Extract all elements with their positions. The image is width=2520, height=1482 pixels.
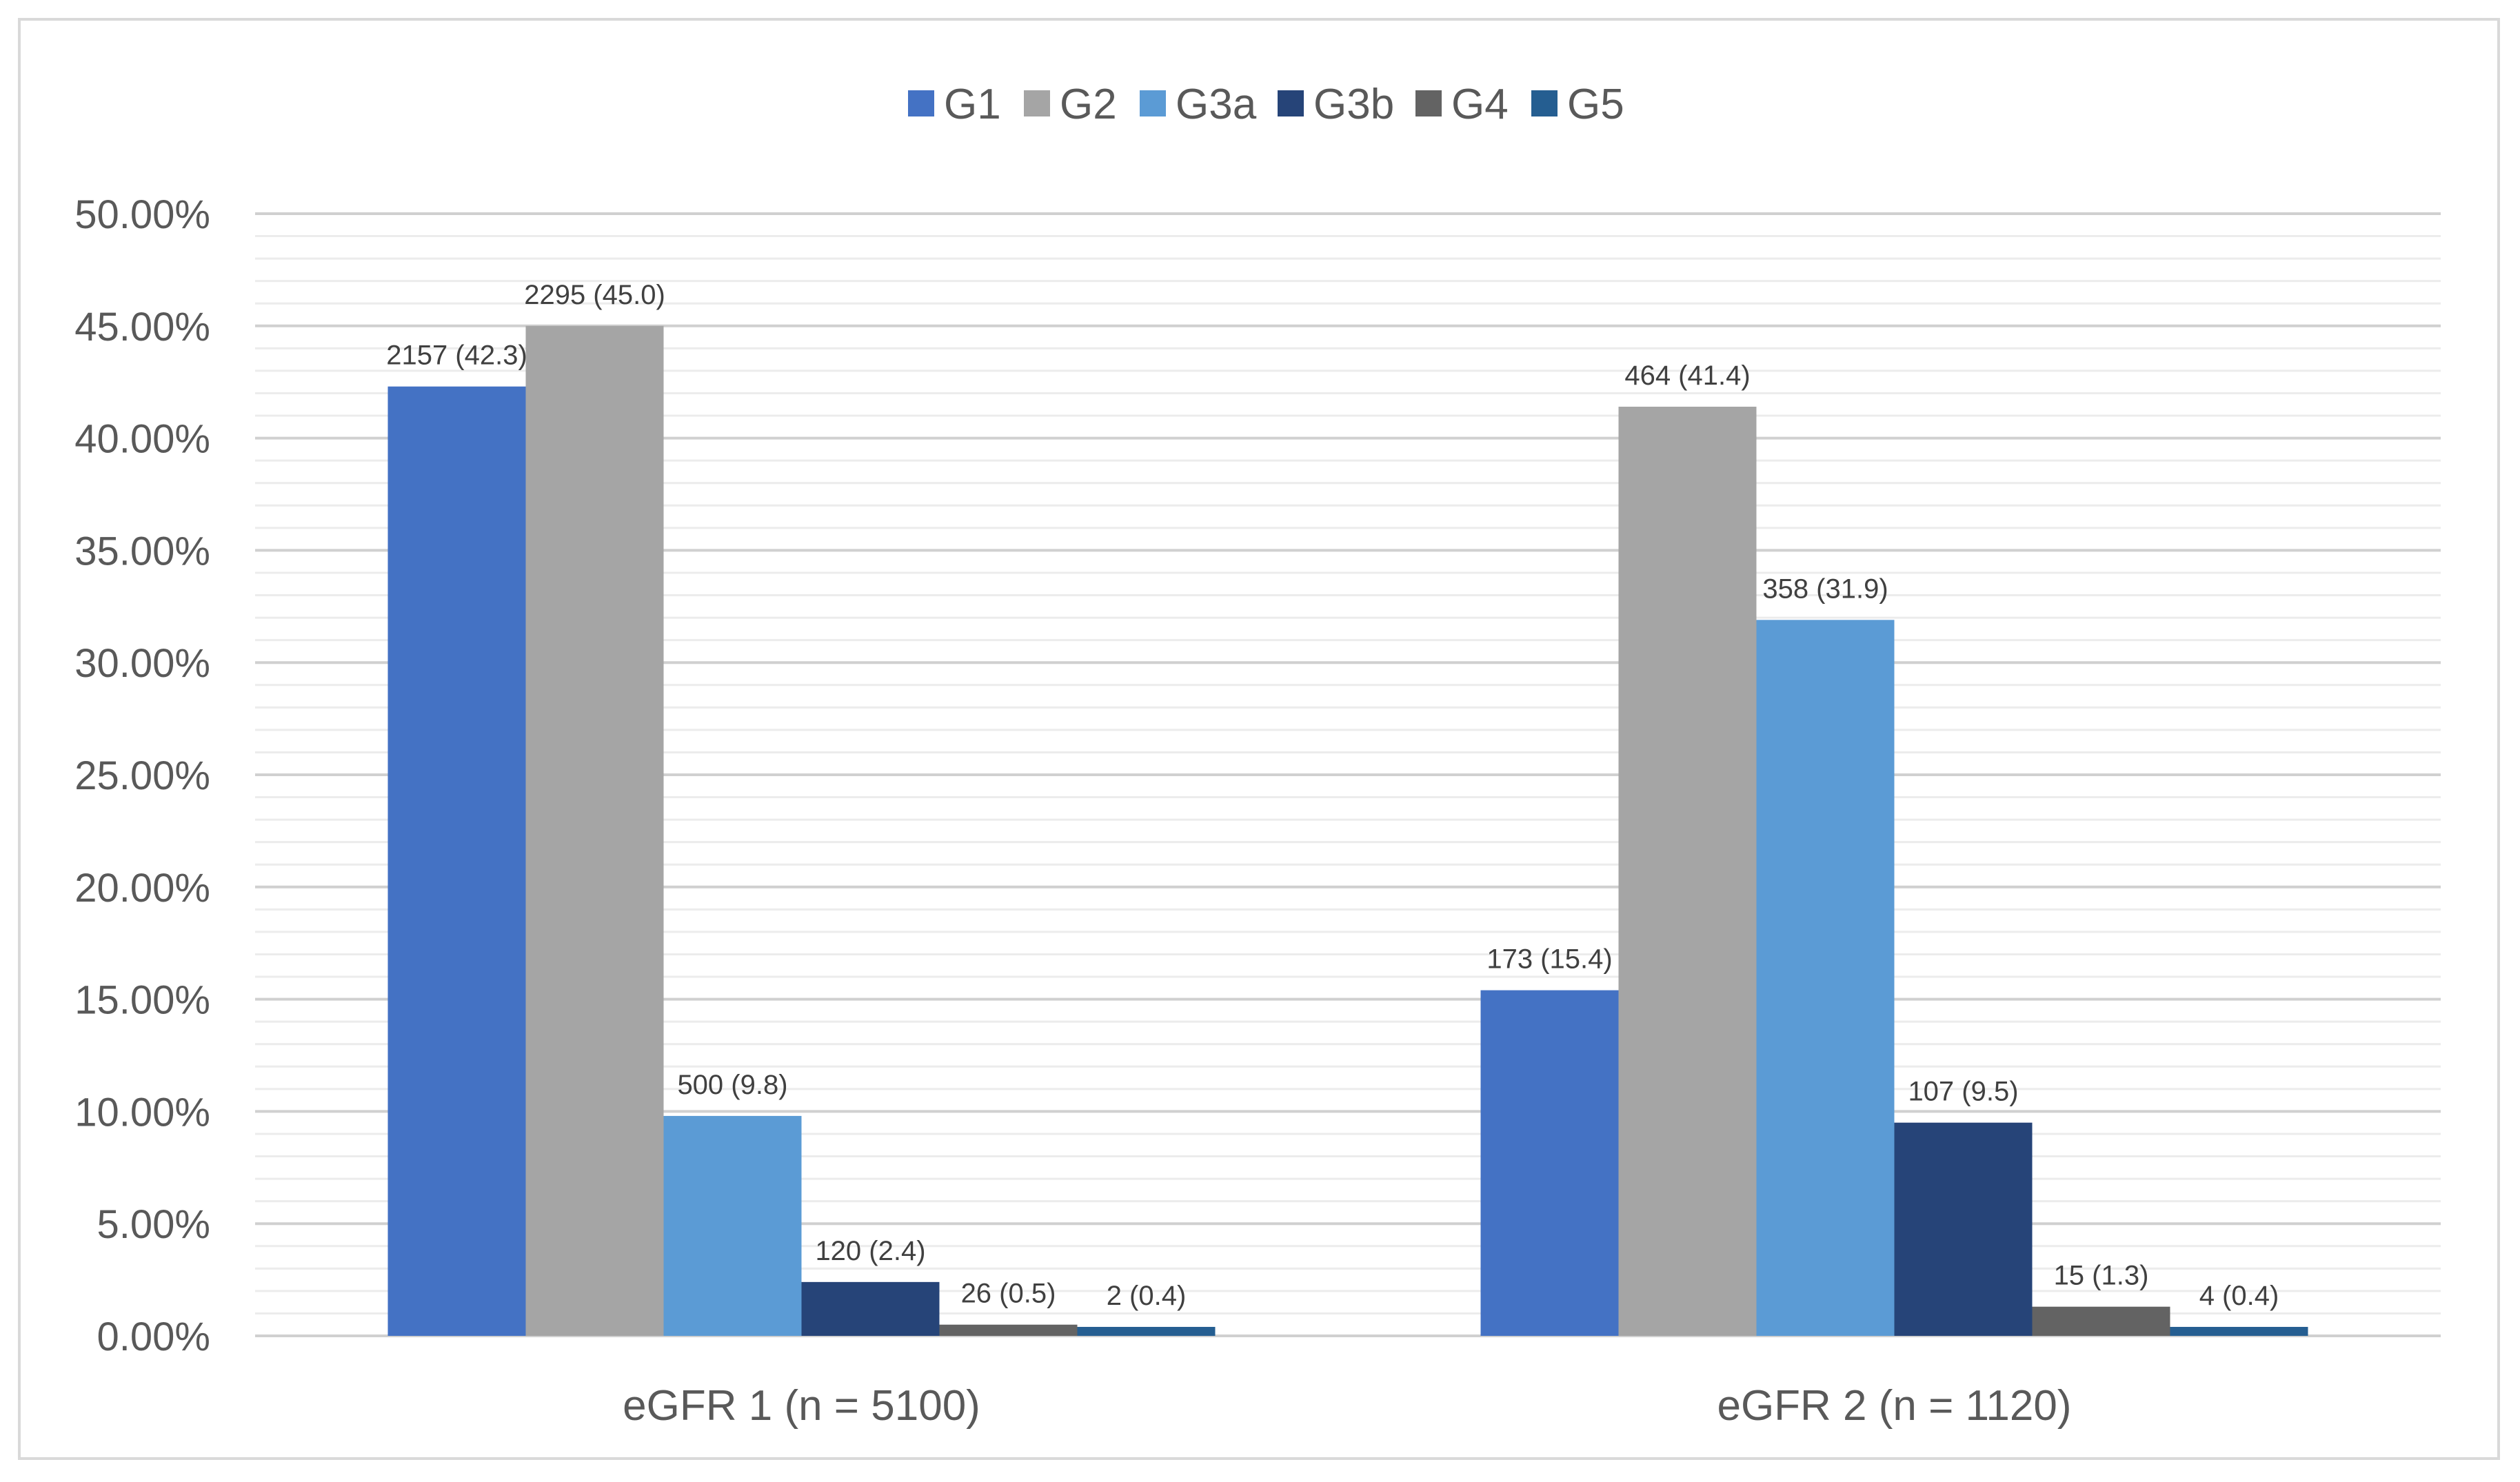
y-axis-tick-labels: 0.00% 5.00% 10.00% 15.00% 20.00% 25.00% 30.00%… (74, 192, 210, 1359)
legend-swatch (1531, 90, 1558, 116)
bar-g5-2 (2170, 1326, 2308, 1336)
data-label: 15 (1.3) (2054, 1261, 2149, 1291)
legend-label: G3b (1313, 81, 1394, 128)
y-tick-label: 20.00% (74, 866, 210, 911)
data-label: 107 (9.5) (1908, 1077, 2018, 1107)
y-tick-label: 10.00% (74, 1090, 210, 1135)
bar-g2-1 (525, 325, 664, 1336)
x-axis-category-labels: eGFR 1 (n = 5100) eGFR 2 (n = 1120) (623, 1382, 2071, 1430)
y-tick-label: 0.00% (97, 1314, 210, 1359)
legend-label: G2 (1060, 81, 1117, 128)
legend-swatch (1140, 90, 1166, 116)
data-label: 2295 (45.0) (524, 280, 665, 310)
data-label: 500 (9.8) (677, 1070, 787, 1100)
legend-label: G4 (1451, 81, 1509, 128)
legend-swatch (908, 90, 934, 116)
y-tick-label: 5.00% (97, 1202, 210, 1247)
legend-item-g3b: G3b (1278, 81, 1394, 128)
bar-g5-1 (1077, 1326, 1216, 1336)
legend-item-g4: G4 (1415, 81, 1509, 128)
y-tick-label: 40.00% (74, 417, 210, 462)
data-labels: 2157 (42.3) 2295 (45.0) 500 (9.8) 120 (2.4)… (386, 280, 2279, 1311)
bar-g3a-1 (663, 1115, 802, 1336)
data-label: 2157 (42.3) (386, 341, 527, 371)
bar-g1-2 (1480, 990, 1619, 1336)
data-label: 26 (0.5) (961, 1279, 1056, 1309)
y-tick-label: 15.00% (74, 978, 210, 1023)
legend-swatch (1278, 90, 1304, 116)
legend-item-g3a: G3a (1140, 81, 1257, 128)
legend-swatch (1415, 90, 1442, 116)
data-label: 120 (2.4) (815, 1236, 925, 1266)
data-label: 4 (0.4) (2199, 1281, 2279, 1311)
data-label: 173 (15.4) (1486, 944, 1612, 975)
bar-g3a-2 (1756, 620, 1895, 1337)
data-label: 358 (31.9) (1762, 573, 1888, 604)
bar-g4-2 (2032, 1306, 2170, 1336)
legend-swatch (1024, 90, 1050, 116)
y-tick-label: 50.00% (74, 192, 210, 237)
bar-g3b-1 (801, 1281, 940, 1336)
legend-label: G3a (1176, 81, 1257, 128)
bar-g4-1 (939, 1324, 1078, 1336)
legend-item-g2: G2 (1024, 81, 1117, 128)
x-category-label: eGFR 1 (n = 5100) (623, 1382, 980, 1430)
bar-g3b-2 (1894, 1122, 2033, 1336)
bars (387, 325, 2308, 1337)
bar-g1-1 (387, 386, 526, 1337)
legend-label: G5 (1567, 81, 1624, 128)
y-tick-label: 25.00% (74, 753, 210, 798)
bar-g2-2 (1618, 407, 1757, 1336)
data-label: 464 (41.4) (1624, 361, 1750, 391)
legend: G1 G2 G3a G3b G4 G5 (908, 81, 1624, 128)
data-label: 2 (0.4) (1107, 1281, 1187, 1311)
legend-label: G1 (944, 81, 1001, 128)
x-category-label: eGFR 2 (n = 1120) (1717, 1382, 2071, 1430)
y-tick-label: 30.00% (74, 641, 210, 686)
y-tick-label: 35.00% (74, 529, 210, 573)
legend-item-g5: G5 (1531, 81, 1624, 128)
legend-item-g1: G1 (908, 81, 1001, 128)
y-tick-label: 45.00% (74, 305, 210, 349)
